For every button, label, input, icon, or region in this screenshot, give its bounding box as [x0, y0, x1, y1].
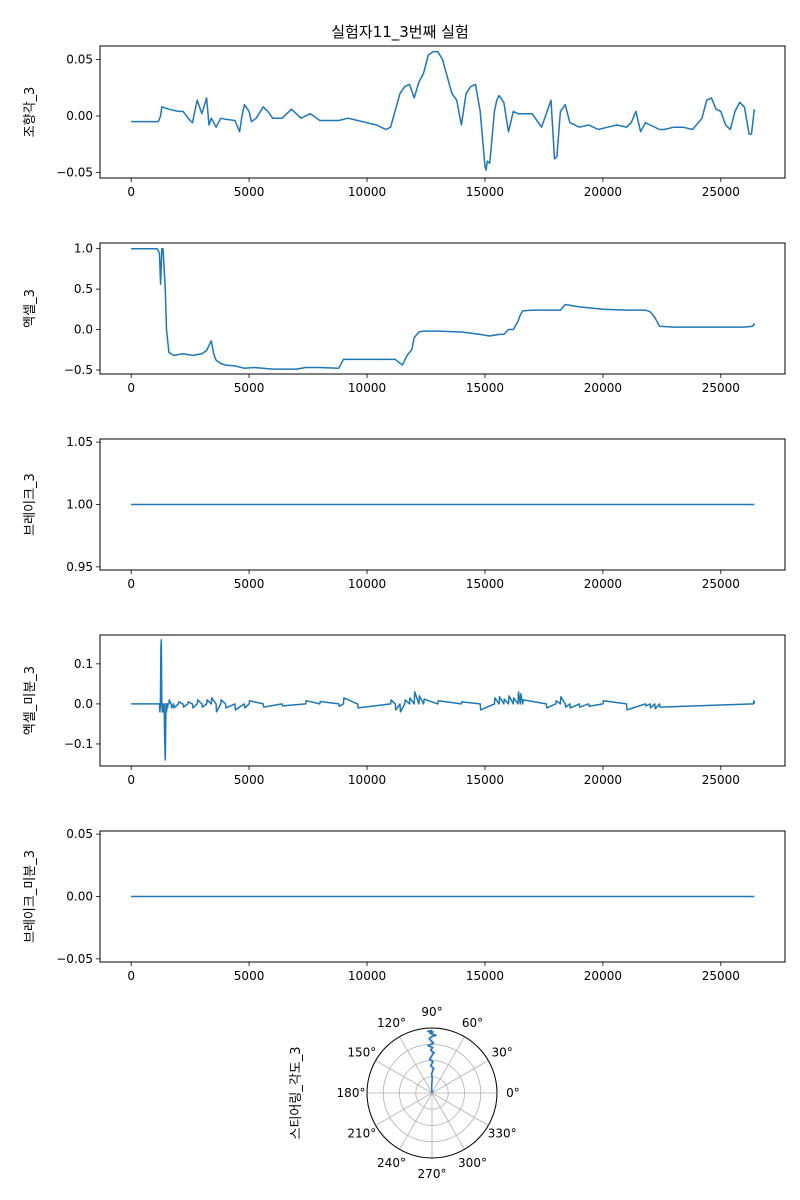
theta-tick-label: 0° — [506, 1086, 520, 1100]
x-tick-label: 10000 — [348, 185, 386, 199]
angular-gridline — [375, 1060, 433, 1094]
x-tick-label: 15000 — [466, 773, 504, 787]
axes-frame — [99, 634, 786, 767]
y-tick-label: 1.00 — [66, 498, 93, 512]
y-tick-label: 0.0 — [74, 697, 93, 711]
theta-tick-label: 120° — [377, 1016, 406, 1030]
y-tick-label: 0.00 — [66, 109, 93, 123]
theta-tick-label: 240° — [377, 1156, 406, 1170]
x-tick-label: 10000 — [348, 577, 386, 591]
subplot-steering-angle: 0 5000 10000 15000 20000 25000 −0.05 0.00 0.05 조향… — [23, 45, 786, 199]
y-tick-label: −0.05 — [56, 952, 93, 966]
y-tick-label: 0.05 — [66, 53, 93, 67]
x-tick-label: 25000 — [702, 381, 740, 395]
y-tick-label: 0.0 — [74, 323, 93, 337]
x-tick-label: 15000 — [466, 185, 504, 199]
y-axis-label: 브레이크_미분_3 — [23, 850, 38, 943]
angular-gridline — [431, 1092, 465, 1150]
x-tick-label: 5000 — [234, 185, 265, 199]
theta-tick-label: 300° — [458, 1156, 487, 1170]
axes-frame — [99, 242, 786, 375]
theta-tick-label: 150° — [347, 1046, 376, 1060]
x-tick-label: 15000 — [466, 969, 504, 983]
y-axis-label: 조향각_3 — [23, 87, 38, 138]
subplot-accelerator: 0 5000 10000 15000 20000 25000 −0.5 0.0 0.5 1.0 엑셀… — [23, 242, 786, 395]
theta-tick-label: 180° — [337, 1086, 366, 1100]
series-line — [131, 639, 756, 761]
subplot-brake-derivative: 0 5000 10000 15000 20000 25000 −0.05 0.00 0.05 브레… — [23, 827, 786, 983]
y-axis-label: 엑셀_3 — [23, 289, 38, 328]
figure-title: 실험자11_3번째 실험 — [331, 23, 469, 42]
y-axis-label: 스티어링_각도_3 — [289, 1046, 304, 1139]
x-tick-label: 0 — [127, 381, 135, 395]
axes-frame — [99, 45, 786, 179]
angular-gridline — [431, 1060, 489, 1094]
x-tick-label: 5000 — [234, 381, 265, 395]
polar-frame — [366, 1027, 498, 1159]
x-tick-label: 25000 — [702, 773, 740, 787]
y-axis-label: 엑셀_미분_3 — [23, 666, 38, 735]
y-tick-label: 0.5 — [74, 282, 93, 296]
angular-gridline — [431, 1092, 489, 1126]
y-tick-label: 0.95 — [66, 560, 93, 574]
x-tick-label: 25000 — [702, 185, 740, 199]
x-tick-label: 25000 — [702, 969, 740, 983]
x-tick-label: 20000 — [584, 185, 622, 199]
x-tick-label: 5000 — [234, 577, 265, 591]
y-tick-label: −0.1 — [64, 737, 93, 751]
y-tick-label: 0.00 — [66, 890, 93, 904]
x-tick-label: 0 — [127, 577, 135, 591]
x-tick-label: 0 — [127, 969, 135, 983]
series-line — [426, 1029, 437, 1094]
x-tick-label: 15000 — [466, 381, 504, 395]
y-tick-label: 0.1 — [74, 657, 93, 671]
theta-tick-label: 90° — [421, 1005, 442, 1019]
angular-gridline — [399, 1092, 433, 1150]
y-tick-label: −0.5 — [64, 363, 93, 377]
subplot-accelerator-derivative: 0 5000 10000 15000 20000 25000 −0.1 0.0 0.1 엑셀_미분… — [23, 634, 786, 787]
series-line — [131, 247, 756, 370]
x-tick-label: 10000 — [348, 773, 386, 787]
x-tick-label: 20000 — [584, 969, 622, 983]
subplot-brake: 0 5000 10000 15000 20000 25000 0.95 1.00 1.05 브레이… — [23, 435, 786, 591]
x-tick-label: 15000 — [466, 577, 504, 591]
theta-tick-label: 270° — [418, 1167, 447, 1181]
y-tick-label: 1.0 — [74, 242, 93, 256]
subplot-steering-polar: 0° 30° 60° 90° 120° 150° 180° 210° 240° 270° 300° 3… — [289, 1005, 520, 1181]
theta-tick-label: 60° — [462, 1016, 483, 1030]
y-tick-label: 0.05 — [66, 827, 93, 841]
x-tick-label: 5000 — [234, 773, 265, 787]
theta-tick-label: 210° — [347, 1127, 376, 1141]
x-tick-label: 20000 — [584, 773, 622, 787]
x-tick-label: 10000 — [348, 969, 386, 983]
y-axis-label: 브레이크_3 — [23, 473, 38, 536]
x-tick-label: 20000 — [584, 577, 622, 591]
theta-tick-label: 330° — [488, 1127, 517, 1141]
x-tick-label: 0 — [127, 773, 135, 787]
x-tick-label: 10000 — [348, 381, 386, 395]
angular-gridline — [375, 1092, 433, 1126]
y-tick-label: 1.05 — [66, 435, 93, 449]
x-tick-label: 5000 — [234, 969, 265, 983]
angular-gridline — [399, 1036, 433, 1094]
series-line — [131, 50, 756, 171]
x-tick-label: 25000 — [702, 577, 740, 591]
x-tick-label: 20000 — [584, 381, 622, 395]
angular-gridline — [431, 1036, 465, 1094]
x-tick-label: 0 — [127, 185, 135, 199]
theta-tick-label: 30° — [492, 1046, 513, 1060]
y-tick-label: −0.05 — [56, 165, 93, 179]
